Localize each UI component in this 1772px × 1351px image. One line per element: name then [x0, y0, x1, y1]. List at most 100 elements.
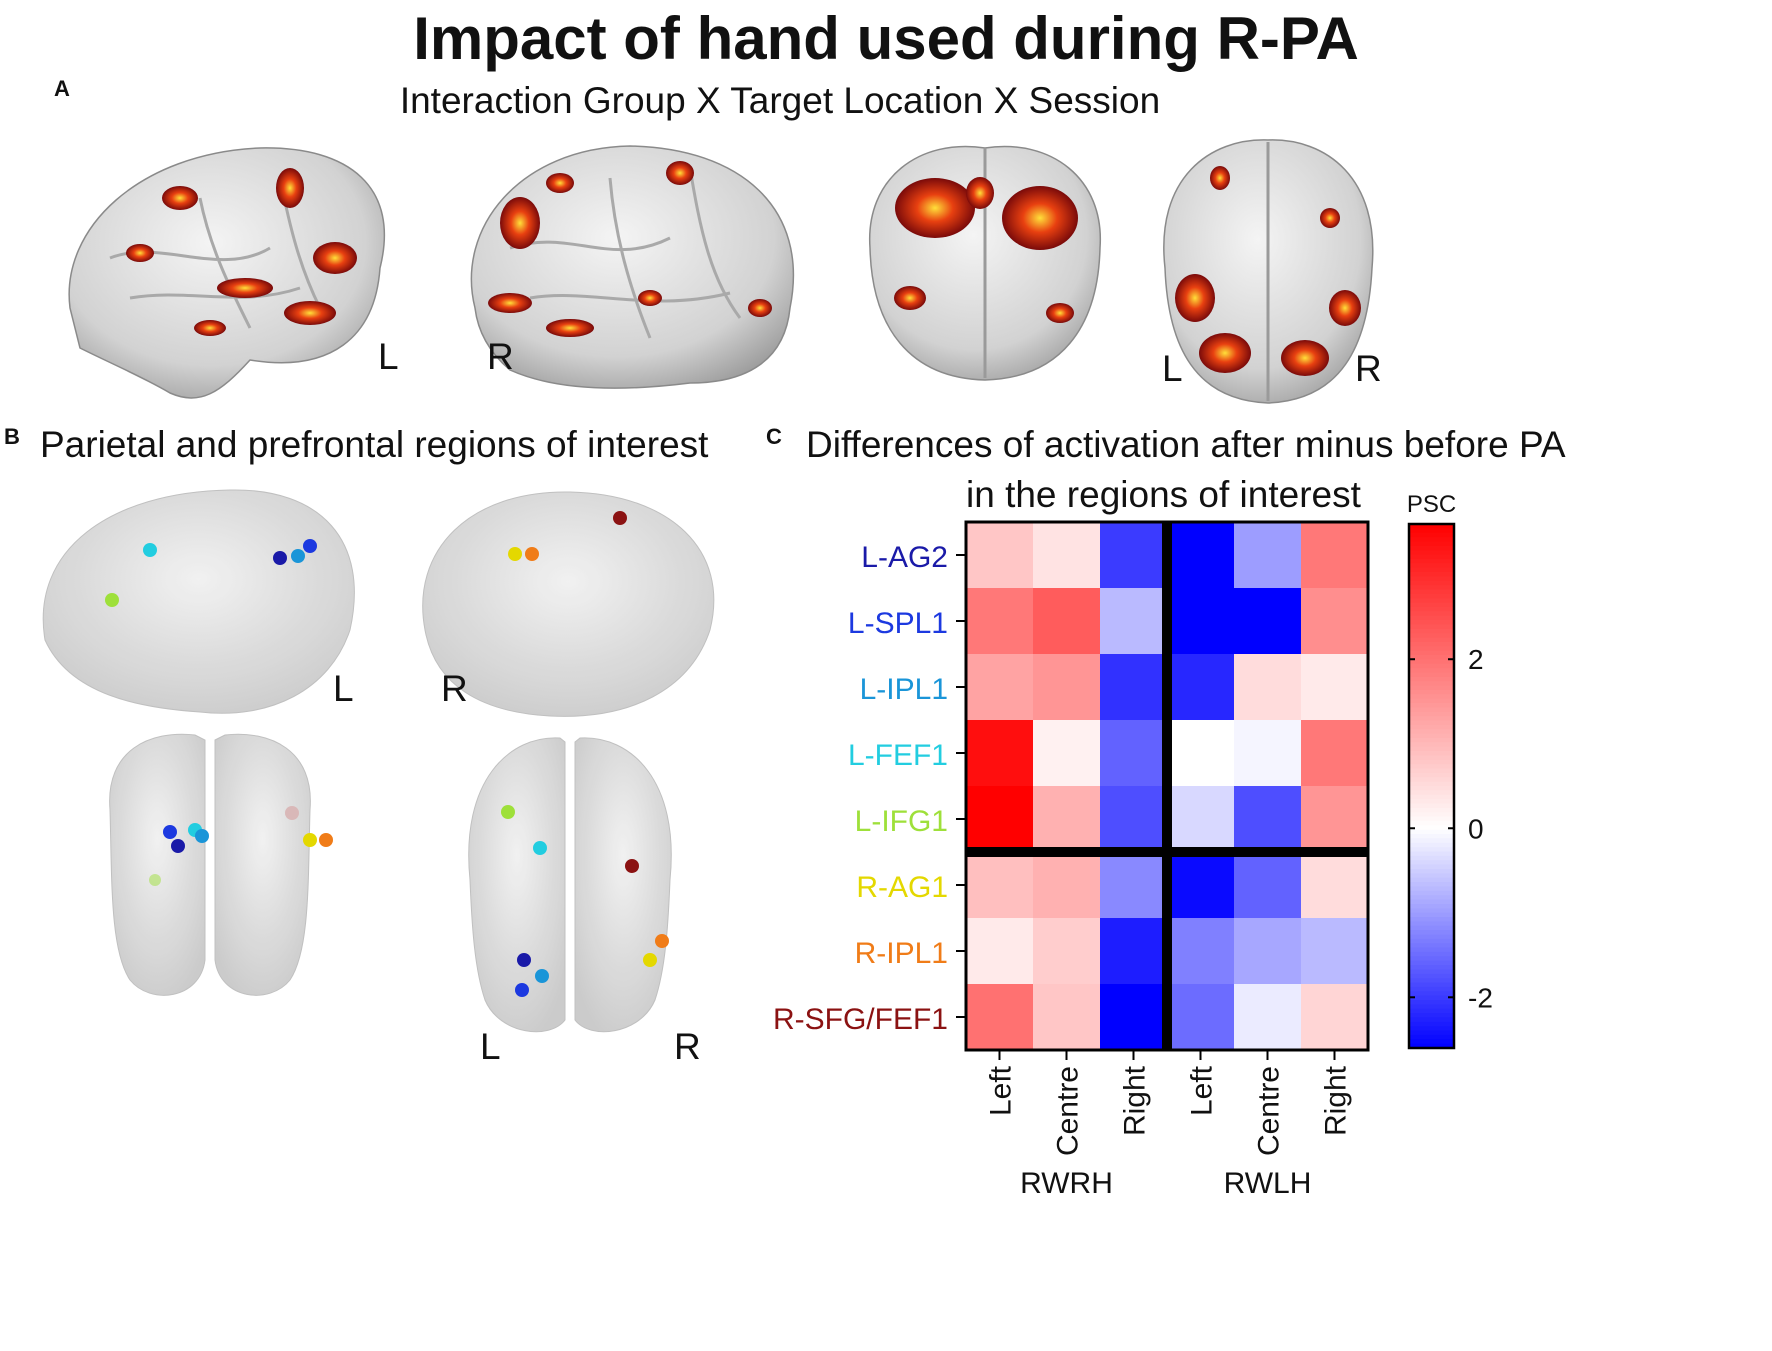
colorbar-segment [1409, 751, 1454, 757]
colorbar-segment [1409, 628, 1454, 634]
colorbar-segment [1409, 912, 1454, 918]
colorbar-segment [1409, 672, 1454, 678]
row-label: L-IPL1 [860, 673, 948, 706]
heatmap-cell [1100, 522, 1168, 589]
colorbar-segment [1409, 934, 1454, 940]
colorbar-segment [1409, 768, 1454, 774]
heatmap-cell [966, 522, 1034, 589]
heatmap-cell [1234, 786, 1302, 853]
panel-c-letter: C [766, 424, 782, 449]
colorbar-segment [1409, 554, 1454, 560]
heatmap-cell [1033, 918, 1101, 985]
colorbar-segment [1409, 842, 1454, 848]
colorbar-segment [1409, 812, 1454, 818]
colorbar-segment [1409, 593, 1454, 599]
colorbar-segment [1409, 938, 1454, 944]
colorbar-segment [1409, 1030, 1454, 1036]
heatmap-cell [1167, 720, 1235, 787]
row-label: R-IPL1 [855, 937, 948, 970]
heatmap-cell [1234, 654, 1302, 721]
row-label: R-SFG/FEF1 [773, 1003, 948, 1036]
side-label-r: R [674, 1026, 701, 1067]
column-group-label: RWLH [1224, 1167, 1312, 1200]
colorbar-segment [1409, 995, 1454, 1001]
colorbar-segment [1409, 711, 1454, 717]
colorbar-segment [1409, 903, 1454, 909]
colorbar-segment [1409, 764, 1454, 770]
figure-title: Impact of hand used during R-PA [413, 5, 1359, 72]
colorbar-segment [1409, 921, 1454, 927]
heatmap-cell [1033, 786, 1101, 853]
heatmap-cell [1100, 852, 1168, 919]
colorbar-segment [1409, 637, 1454, 643]
colorbar-segment [1409, 1039, 1454, 1045]
heatmap-cell [1301, 918, 1369, 985]
colorbar-segment [1409, 947, 1454, 953]
column-label: Centre [1052, 1066, 1085, 1156]
colorbar-segment [1409, 925, 1454, 931]
colorbar-segment [1409, 960, 1454, 966]
colorbar-segment [1409, 755, 1454, 761]
colorbar-segment [1409, 733, 1454, 739]
colorbar-tick-label: -2 [1468, 982, 1493, 1013]
colorbar-segment [1409, 877, 1454, 883]
row-label: L-AG2 [861, 541, 948, 574]
panel-b-letter: B [4, 424, 20, 449]
colorbar-segment [1409, 790, 1454, 796]
heatmap-cell [1100, 720, 1168, 787]
side-label-l: L [1162, 348, 1183, 389]
colorbar-label: PSC [1407, 491, 1456, 518]
colorbar-segment [1409, 676, 1454, 682]
roi-glass-brains [42, 489, 715, 1033]
colorbar-segment [1409, 965, 1454, 970]
heatmap-cell [966, 786, 1034, 853]
heatmap-cell [1301, 720, 1369, 787]
heatmap-cell [966, 720, 1034, 787]
panel-c-title-line1: Differences of activation after minus be… [806, 424, 1566, 465]
colorbar-segment [1409, 807, 1454, 813]
colorbar-segment [1409, 890, 1454, 896]
heatmap-cell [1301, 852, 1369, 919]
panel-c-title-line2: in the regions of interest [966, 474, 1361, 515]
colorbar-segment [1409, 703, 1454, 708]
colorbar-segment [1409, 541, 1454, 547]
colorbar-segment [1409, 580, 1454, 586]
colorbar-segment [1409, 598, 1454, 604]
colorbar-segment [1409, 698, 1454, 704]
heatmap-cell [966, 654, 1034, 721]
heatmap-cell [966, 918, 1034, 985]
colorbar-segment [1409, 777, 1454, 783]
colorbar-segment [1409, 720, 1454, 726]
colorbar-segment [1409, 633, 1454, 639]
colorbar-segment [1409, 917, 1454, 922]
colorbar-segment [1409, 956, 1454, 962]
heatmap-cell [1100, 984, 1168, 1051]
side-label-r: R [487, 336, 514, 377]
heatmap-cell [1100, 588, 1168, 655]
colorbar-tick-label: 2 [1468, 644, 1484, 675]
colorbar-segment [1409, 685, 1454, 691]
colorbar-segment [1409, 681, 1454, 687]
brain-right-lateral [470, 145, 795, 389]
colorbar-segment [1409, 742, 1454, 748]
colorbar-segment [1409, 689, 1454, 695]
heatmap-cell [966, 588, 1034, 655]
panel-a-title: Interaction Group X Target Location X Se… [399, 80, 1161, 121]
brain-surface-renders [68, 139, 1374, 404]
heatmap-cell [1100, 918, 1168, 985]
colorbar-segment [1409, 650, 1454, 656]
colorbar-segment [1409, 803, 1454, 809]
heatmap-cell [1234, 588, 1302, 655]
colorbar-segment [1409, 641, 1454, 647]
heatmap-cell [1033, 852, 1101, 919]
colorbar-segment [1409, 528, 1454, 534]
colorbar-tick-label: 0 [1468, 813, 1484, 844]
colorbar-segment [1409, 982, 1454, 988]
colorbar-segment [1409, 969, 1454, 975]
colorbar-segment [1409, 825, 1454, 831]
heatmap-cell [1301, 786, 1369, 853]
colorbar-segment [1409, 655, 1454, 660]
heatmap-cell [1033, 984, 1101, 1051]
brain-superior [1163, 139, 1374, 404]
